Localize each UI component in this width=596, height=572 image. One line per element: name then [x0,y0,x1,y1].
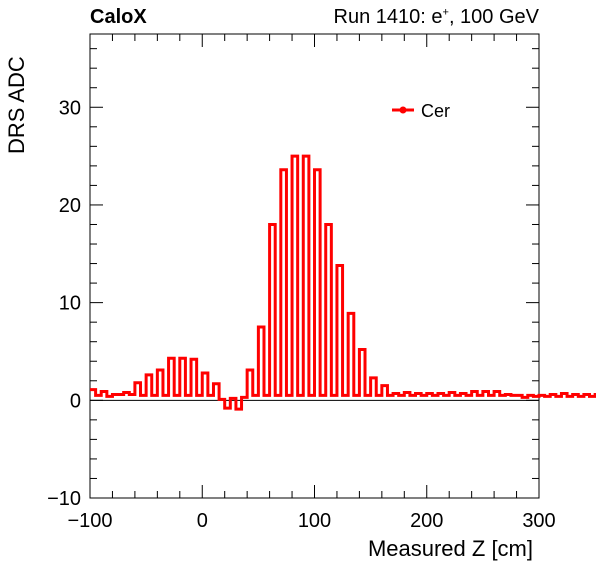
x-tick-label: 300 [522,510,555,532]
x-tick-label: −100 [67,510,112,532]
y-tick-label: 0 [70,390,81,412]
x-tick-label: 0 [197,510,208,532]
legend-label-cer: Cer [421,101,450,121]
series-cer-step-line [90,154,596,411]
x-axis-label: Measured Z [cm] [368,536,533,561]
run-label: Run 1410: e+, 100 GeV [334,6,539,29]
y-axis-label: DRS ADC [4,56,29,154]
run-label-suffix: , 100 GeV [448,6,539,28]
experiment-label: CaloX [90,6,147,28]
legend-marker [399,106,407,114]
y-tick-label: −10 [47,488,81,510]
x-tick-label: 200 [410,510,443,532]
run-label-sup: + [442,6,449,19]
run-label-prefix: Run 1410: e [333,6,443,28]
y-tick-label: 30 [59,97,81,119]
y-tick-label: 10 [59,293,81,315]
axis-ticks [89,34,540,499]
x-tick-label: 100 [298,510,331,532]
y-tick-label: 20 [59,195,81,217]
legend: Cer [392,101,450,121]
